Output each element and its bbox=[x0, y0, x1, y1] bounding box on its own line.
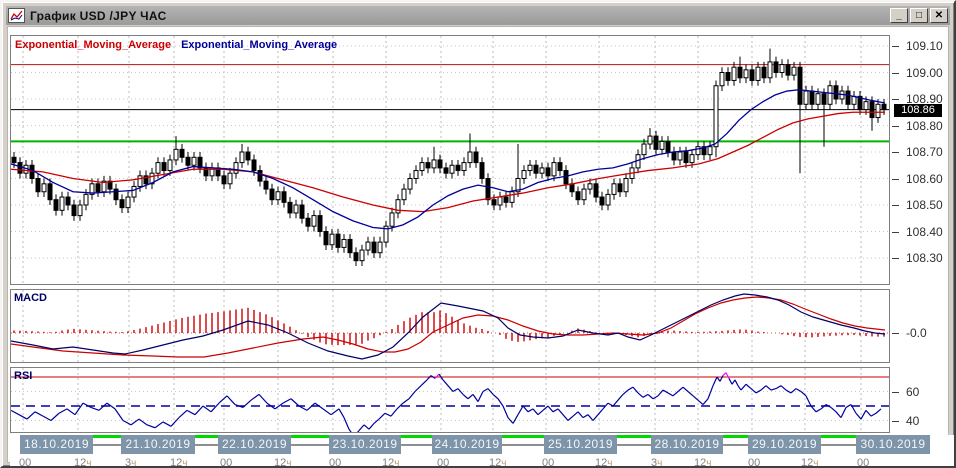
time-tick-label: 12ч bbox=[801, 457, 819, 468]
time-tick-label: 00 bbox=[748, 457, 761, 468]
session-gap-marker bbox=[195, 435, 220, 438]
session-gap-line bbox=[617, 444, 653, 446]
rsi-tick bbox=[892, 420, 899, 422]
macd-label: MACD bbox=[14, 292, 47, 304]
vertical-gridlines bbox=[22, 290, 862, 362]
time-tick-label: 12ч bbox=[382, 457, 400, 468]
session-gap-marker bbox=[291, 435, 331, 438]
rsi-line[interactable] bbox=[11, 372, 882, 432]
price-tick bbox=[892, 72, 899, 74]
session-gap-marker bbox=[502, 435, 546, 438]
indicator-legend: Exponential_Moving_Average Exponential_Mo… bbox=[15, 39, 343, 51]
rsi-tick bbox=[892, 391, 899, 393]
macd-main-line[interactable] bbox=[11, 293, 886, 360]
time-tick-label: 12ч bbox=[489, 457, 507, 468]
price-tick bbox=[892, 205, 899, 206]
price-tick bbox=[892, 125, 899, 127]
price-tick-label: 108.50 bbox=[906, 198, 943, 212]
session-gap-marker bbox=[401, 435, 434, 438]
price-tick-label: 109.00 bbox=[906, 65, 943, 80]
date-chip: 24.10.2019 bbox=[432, 435, 502, 454]
date-chip: 28.10.2019 bbox=[651, 435, 723, 454]
time-tick-label: 12ч bbox=[595, 457, 613, 468]
time-tick-label: 3ч bbox=[125, 457, 137, 468]
price-chart-panel[interactable]: Exponential_Moving_Average Exponential_Mo… bbox=[10, 35, 890, 285]
macd-panel[interactable]: MACD bbox=[10, 289, 890, 363]
date-chip: 23.10.2019 bbox=[329, 435, 401, 454]
price-tick-label: 108.90 bbox=[906, 92, 943, 106]
time-tick-label: 00 bbox=[220, 457, 233, 468]
date-chip: 22.10.2019 bbox=[218, 435, 291, 454]
session-gap-marker bbox=[617, 435, 653, 438]
session-gap-line bbox=[195, 444, 220, 446]
date-chip: 30.10.2019 bbox=[856, 435, 930, 454]
price-tick bbox=[892, 46, 899, 47]
price-tick bbox=[892, 152, 899, 153]
date-chip: 25.10.2019 bbox=[544, 435, 617, 454]
time-tick-label: 00 bbox=[329, 457, 342, 468]
time-tick-label: 12ч bbox=[74, 457, 92, 468]
maximize-button[interactable]: □ bbox=[910, 8, 928, 23]
minimize-button[interactable]: _ bbox=[890, 8, 908, 23]
time-tick-label: 12ч bbox=[274, 457, 292, 468]
ema-legend-red: Exponential_Moving_Average bbox=[15, 39, 172, 51]
time-axis: 18.10.2019 21.10.2019 22.10.2019 23.10.2019… bbox=[10, 435, 954, 468]
macd-signal-line[interactable] bbox=[11, 296, 886, 358]
macd-zero-label: -0.0 bbox=[906, 326, 927, 340]
macd-chart[interactable] bbox=[11, 290, 889, 362]
chart-client-area: Exponential_Moving_Average Exponential_Mo… bbox=[7, 26, 954, 466]
time-tick-label: 00 bbox=[437, 457, 450, 468]
time-tick-label: 00 bbox=[19, 457, 32, 468]
date-chip: 18.10.2019 bbox=[20, 435, 93, 454]
session-gap-line bbox=[401, 444, 434, 446]
session-gap-line bbox=[502, 444, 546, 446]
rsi-panel[interactable]: RSI bbox=[10, 367, 890, 433]
candles-layer bbox=[11, 48, 887, 266]
price-tick bbox=[892, 99, 899, 100]
time-tick-label: 12ч bbox=[694, 457, 712, 468]
price-tick bbox=[892, 231, 899, 233]
ema-slow-line[interactable] bbox=[11, 111, 885, 213]
session-gap-line bbox=[821, 444, 858, 446]
price-tick bbox=[892, 258, 899, 259]
rsi-tick-label: 40 bbox=[906, 413, 920, 428]
session-gap-line bbox=[93, 444, 123, 446]
rsi-tick-label: 60 bbox=[906, 384, 920, 399]
chart-icon bbox=[8, 8, 25, 23]
session-gap-marker bbox=[723, 435, 750, 438]
vertical-gridlines bbox=[22, 368, 862, 432]
session-gap-line bbox=[291, 444, 331, 446]
macd-zero-tick bbox=[892, 333, 899, 334]
session-gap-marker bbox=[93, 435, 123, 438]
price-tick-label: 108.70 bbox=[906, 145, 943, 159]
current-price-badge: 108.86 bbox=[894, 103, 942, 117]
time-tick-label: 00 bbox=[542, 457, 555, 468]
ema-fast-line[interactable] bbox=[11, 89, 886, 230]
window-title: График USD /JPY ЧАС bbox=[30, 8, 167, 23]
price-tick-label: 108.80 bbox=[906, 118, 943, 133]
date-chip: 21.10.2019 bbox=[121, 435, 195, 454]
macd-histogram bbox=[13, 307, 885, 346]
price-tick-label: 109.10 bbox=[906, 39, 943, 53]
rsi-chart[interactable] bbox=[11, 368, 889, 432]
price-tick-label: 108.40 bbox=[906, 224, 943, 239]
date-chip: 29.10.2019 bbox=[748, 435, 821, 454]
price-axis: 108.86 -0.0 109.10 109.00 108.90 108.80 108.… bbox=[892, 27, 954, 466]
ema-legend-blue: Exponential_Moving_Average bbox=[181, 39, 338, 51]
price-tick-label: 108.60 bbox=[906, 171, 943, 186]
price-tick-label: 108.30 bbox=[906, 251, 943, 265]
time-tick-label: 00 bbox=[857, 457, 870, 468]
candlestick-chart[interactable] bbox=[11, 36, 889, 284]
title-bar[interactable]: График USD /JPY ЧАС _ □ ✕ bbox=[6, 6, 950, 25]
session-gap-line bbox=[723, 444, 750, 446]
time-tick-label: 3ч bbox=[651, 457, 663, 468]
price-tick bbox=[892, 178, 899, 180]
rsi-label: RSI bbox=[14, 370, 33, 382]
session-gap-marker bbox=[821, 435, 858, 438]
time-tick-label: 12ч bbox=[170, 457, 188, 468]
close-button[interactable]: ✕ bbox=[930, 8, 948, 23]
